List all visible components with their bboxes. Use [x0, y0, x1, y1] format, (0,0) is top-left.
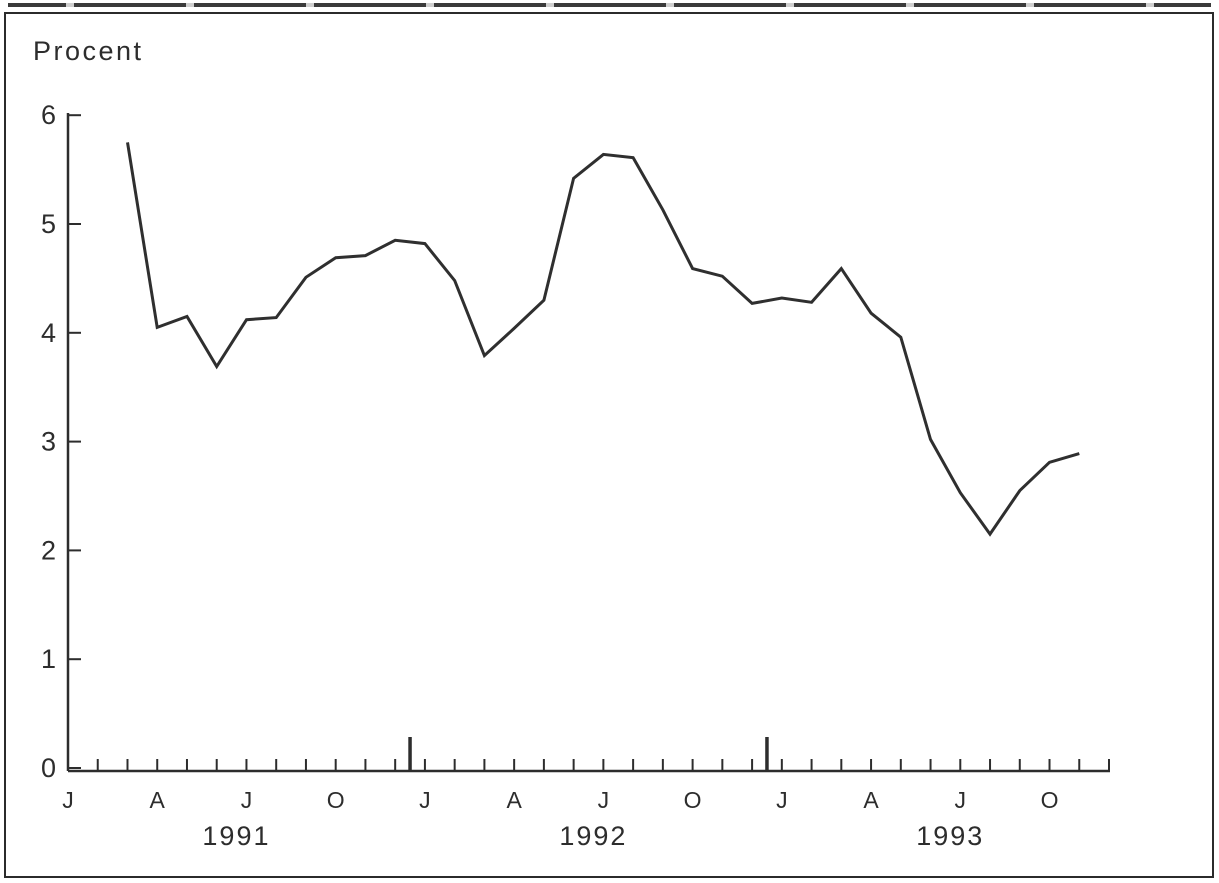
x-tick-label: A	[150, 787, 166, 813]
y-tick-label: 0	[41, 753, 56, 783]
x-tick-label: J	[419, 787, 431, 813]
x-tick-label: J	[955, 787, 967, 813]
x-tick-label: J	[776, 787, 788, 813]
y-tick-label: 3	[41, 427, 56, 457]
scan-artifact-line	[8, 3, 1211, 7]
y-tick-label: 4	[41, 318, 56, 348]
y-tick-label: 6	[41, 100, 56, 130]
y-tick-label: 2	[41, 535, 56, 565]
x-tick-label: A	[863, 787, 879, 813]
y-tick-label: 1	[41, 644, 56, 674]
data-series-line	[126, 142, 1080, 537]
y-axis-title: Procent	[33, 36, 144, 66]
year-label: 1992	[559, 821, 627, 851]
x-tick-label: O	[1041, 787, 1059, 813]
year-label: 1993	[916, 821, 984, 851]
x-tick-label: A	[506, 787, 522, 813]
x-tick-label: J	[241, 787, 253, 813]
y-tick-label: 5	[41, 209, 56, 239]
x-tick-label: O	[684, 787, 702, 813]
x-tick-label: J	[62, 787, 74, 813]
x-tick-label: O	[327, 787, 345, 813]
year-label: 1991	[202, 821, 270, 851]
x-tick-label: J	[598, 787, 610, 813]
